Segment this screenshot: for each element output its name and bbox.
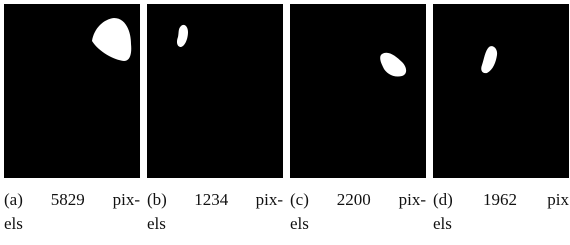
- panel: (a) 5829 pix- els: [4, 4, 140, 236]
- caption-line: (c) 2200 pix-: [290, 188, 426, 212]
- caption: (b) 1234 pix- els: [147, 188, 283, 236]
- caption: (a) 5829 pix- els: [4, 188, 140, 236]
- mask-image: [4, 4, 140, 178]
- caption-line: (d) 1962 pix: [433, 188, 569, 212]
- panel: (c) 2200 pix- els: [290, 4, 426, 236]
- panel: (b) 1234 pix- els: [147, 4, 283, 236]
- mask-image: [147, 4, 283, 178]
- panel: (d) 1962 pix els: [433, 4, 569, 236]
- caption: (d) 1962 pix els: [433, 188, 569, 236]
- caption-line: els: [4, 212, 140, 236]
- mask-image: [290, 4, 426, 178]
- mask-image: [433, 4, 569, 178]
- caption-line: els: [147, 212, 283, 236]
- figure: (a) 5829 pix- els (b) 1234 pix- els (c) …: [0, 0, 570, 245]
- caption-line: els: [433, 212, 569, 236]
- caption: (c) 2200 pix- els: [290, 188, 426, 236]
- caption-line: (b) 1234 pix-: [147, 188, 283, 212]
- caption-line: els: [290, 212, 426, 236]
- caption-line: (a) 5829 pix-: [4, 188, 140, 212]
